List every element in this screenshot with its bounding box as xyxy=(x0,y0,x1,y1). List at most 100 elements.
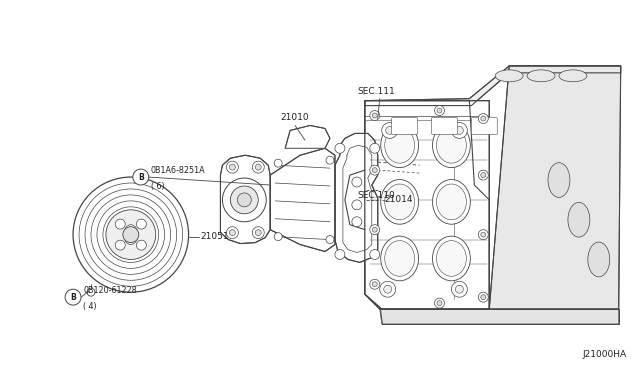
Circle shape xyxy=(133,169,148,185)
Ellipse shape xyxy=(436,128,467,163)
Ellipse shape xyxy=(381,236,419,281)
Text: ( 4): ( 4) xyxy=(83,302,97,311)
Circle shape xyxy=(370,165,380,175)
Circle shape xyxy=(274,232,282,241)
Text: J21000HA: J21000HA xyxy=(582,350,627,359)
Circle shape xyxy=(103,207,159,262)
Polygon shape xyxy=(489,66,621,309)
Circle shape xyxy=(451,122,467,138)
Ellipse shape xyxy=(381,123,419,168)
Circle shape xyxy=(372,227,377,232)
Circle shape xyxy=(335,250,345,259)
Polygon shape xyxy=(365,101,489,309)
Polygon shape xyxy=(335,134,378,262)
Text: SEC.111: SEC.111 xyxy=(358,87,396,96)
Circle shape xyxy=(252,161,264,173)
Text: SEC.110: SEC.110 xyxy=(358,192,396,201)
Text: B: B xyxy=(70,293,76,302)
Circle shape xyxy=(370,225,380,235)
Circle shape xyxy=(372,113,377,118)
Circle shape xyxy=(456,285,463,293)
Circle shape xyxy=(437,108,442,113)
Circle shape xyxy=(451,281,467,297)
Ellipse shape xyxy=(495,70,523,82)
Circle shape xyxy=(274,159,282,167)
Text: 21014: 21014 xyxy=(385,195,413,204)
Ellipse shape xyxy=(385,241,415,276)
Circle shape xyxy=(437,301,442,306)
Circle shape xyxy=(456,126,463,134)
Circle shape xyxy=(227,161,238,173)
Polygon shape xyxy=(285,125,330,148)
Ellipse shape xyxy=(124,225,138,244)
Circle shape xyxy=(252,227,264,238)
Circle shape xyxy=(79,183,182,286)
Circle shape xyxy=(85,189,177,280)
Polygon shape xyxy=(365,101,489,309)
Circle shape xyxy=(136,219,147,229)
Circle shape xyxy=(115,219,125,229)
Circle shape xyxy=(478,292,488,302)
Ellipse shape xyxy=(381,180,419,224)
FancyBboxPatch shape xyxy=(471,118,497,134)
Ellipse shape xyxy=(433,236,470,281)
Circle shape xyxy=(384,285,392,293)
Ellipse shape xyxy=(559,70,587,82)
Text: 21051: 21051 xyxy=(200,232,229,241)
Circle shape xyxy=(335,143,345,153)
Circle shape xyxy=(435,298,444,308)
Circle shape xyxy=(115,240,125,250)
Ellipse shape xyxy=(385,184,415,220)
Text: ( 6): ( 6) xyxy=(151,182,164,191)
Ellipse shape xyxy=(385,128,415,163)
Circle shape xyxy=(370,279,380,289)
Ellipse shape xyxy=(568,202,590,237)
Circle shape xyxy=(380,281,396,297)
Text: 0B120-61228: 0B120-61228 xyxy=(83,286,137,295)
Ellipse shape xyxy=(433,180,470,224)
Circle shape xyxy=(223,178,266,222)
Circle shape xyxy=(87,288,95,296)
Polygon shape xyxy=(380,309,619,324)
Polygon shape xyxy=(365,66,621,106)
FancyBboxPatch shape xyxy=(431,118,458,134)
Ellipse shape xyxy=(548,163,570,198)
Text: B: B xyxy=(138,173,143,182)
Circle shape xyxy=(230,186,259,214)
Circle shape xyxy=(370,110,380,121)
Circle shape xyxy=(352,177,362,187)
Text: 21010: 21010 xyxy=(281,113,309,122)
Ellipse shape xyxy=(527,70,555,82)
Circle shape xyxy=(326,235,334,244)
Circle shape xyxy=(478,170,488,180)
Circle shape xyxy=(227,227,238,238)
Polygon shape xyxy=(270,148,335,251)
Ellipse shape xyxy=(436,184,467,220)
Circle shape xyxy=(481,116,486,121)
Ellipse shape xyxy=(433,123,470,168)
Circle shape xyxy=(481,295,486,299)
Circle shape xyxy=(97,201,164,268)
Circle shape xyxy=(435,106,444,116)
Circle shape xyxy=(481,232,486,237)
Circle shape xyxy=(372,282,377,287)
Circle shape xyxy=(229,164,236,170)
Circle shape xyxy=(65,289,81,305)
Circle shape xyxy=(106,210,156,259)
Circle shape xyxy=(370,250,380,259)
Circle shape xyxy=(478,230,488,240)
Circle shape xyxy=(381,122,397,138)
Circle shape xyxy=(370,143,380,153)
Circle shape xyxy=(481,173,486,177)
Circle shape xyxy=(372,168,377,173)
Circle shape xyxy=(255,230,261,235)
Circle shape xyxy=(352,217,362,227)
Circle shape xyxy=(123,227,139,243)
Circle shape xyxy=(136,240,147,250)
Circle shape xyxy=(229,230,236,235)
Circle shape xyxy=(478,113,488,124)
Polygon shape xyxy=(220,155,270,244)
Ellipse shape xyxy=(436,241,467,276)
FancyBboxPatch shape xyxy=(392,118,417,134)
Circle shape xyxy=(386,126,394,134)
